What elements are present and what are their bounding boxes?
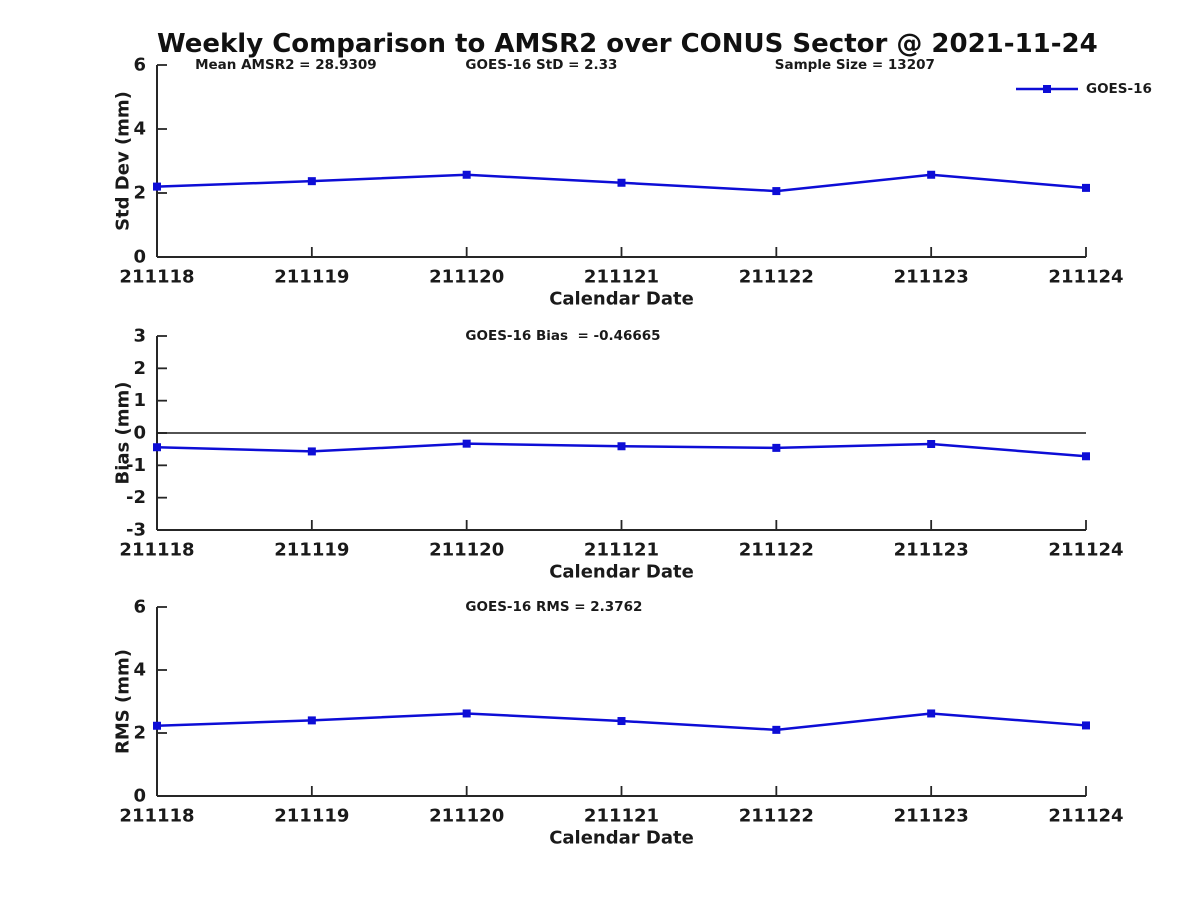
x-tick-label: 211124 <box>1048 267 1123 288</box>
y-tick-label: -2 <box>126 487 146 508</box>
chart-panel-rms: 0 2 4 6 211118 211119 211120 211121 211122 211123… <box>113 597 1124 849</box>
data-point-marker <box>462 170 471 179</box>
data-point-marker <box>927 439 936 448</box>
y-axis-title: Bias (mm) <box>113 382 134 485</box>
x-tick-label: 211119 <box>274 267 349 288</box>
x-tick-label: 211118 <box>119 806 194 827</box>
x-axis-title: Calendar Date <box>549 828 694 849</box>
y-tick-label: 6 <box>133 597 146 618</box>
y-tick-label: 3 <box>133 326 146 347</box>
y-tick-label: 0 <box>133 786 146 807</box>
x-tick-label: 211124 <box>1048 806 1123 827</box>
data-point-marker <box>462 439 471 448</box>
data-point-marker <box>1082 452 1090 461</box>
y-tick-label: -3 <box>126 520 146 541</box>
legend: GOES-16 <box>1016 81 1152 97</box>
x-tick-label: 211120 <box>429 540 504 561</box>
y-tick-label: -1 <box>126 455 146 476</box>
data-point-marker <box>153 721 161 730</box>
x-tick-label: 211118 <box>119 540 194 561</box>
x-tick-label: 211121 <box>584 540 659 561</box>
x-tick-label: 211121 <box>584 806 659 827</box>
data-point-marker <box>153 443 161 452</box>
y-tick-label: 0 <box>133 423 146 444</box>
x-tick-label: 211122 <box>739 267 814 288</box>
y-tick-label: 2 <box>133 358 146 379</box>
data-point-marker <box>307 716 316 725</box>
x-tick-label: 211124 <box>1048 540 1123 561</box>
x-tick-label: 211121 <box>584 267 659 288</box>
x-tick-label: 211122 <box>739 540 814 561</box>
annotation-text: GOES-16 Bias = -0.46665 <box>465 328 660 344</box>
y-axis-title: RMS (mm) <box>113 649 134 754</box>
data-point-marker <box>1082 183 1090 192</box>
x-tick-label: 211119 <box>274 806 349 827</box>
data-point-marker <box>927 709 936 718</box>
data-point-marker <box>927 170 936 179</box>
data-point-marker <box>617 442 626 451</box>
y-tick-label: 1 <box>133 390 146 411</box>
x-tick-label: 211122 <box>739 806 814 827</box>
figure-title: Weekly Comparison to AMSR2 over CONUS Se… <box>157 29 1098 59</box>
x-tick-label: 211120 <box>429 806 504 827</box>
y-tick-label: 0 <box>133 247 146 268</box>
x-axis-title: Calendar Date <box>549 289 694 310</box>
y-tick-label: 4 <box>133 660 146 681</box>
data-point-marker <box>617 717 626 726</box>
annotation-text: Mean AMSR2 = 28.9309 <box>195 57 377 73</box>
y-tick-label: 2 <box>133 723 146 744</box>
data-point-marker <box>153 182 161 191</box>
x-tick-label: 211123 <box>894 806 969 827</box>
data-point-marker <box>1082 721 1090 730</box>
x-tick-label: 211123 <box>894 267 969 288</box>
y-axis-title: Std Dev (mm) <box>113 91 134 231</box>
chart-panel-std-dev: 0 2 4 6 211118 211119 211120 211121 211122 211123… <box>113 55 1152 310</box>
x-tick-label: 211120 <box>429 267 504 288</box>
data-point-marker <box>307 177 316 186</box>
annotation-text: GOES-16 StD = 2.33 <box>465 57 617 73</box>
data-point-marker <box>307 447 316 456</box>
annotation-text: Sample Size = 13207 <box>775 57 935 73</box>
y-tick-label: 2 <box>133 183 146 204</box>
data-point-marker <box>772 725 781 734</box>
data-point-marker <box>772 187 781 196</box>
data-point-marker <box>617 178 626 187</box>
legend-marker <box>1043 85 1051 93</box>
x-tick-label: 211118 <box>119 267 194 288</box>
data-point-marker <box>462 709 471 718</box>
data-point-marker <box>772 443 781 452</box>
y-tick-label: 4 <box>133 119 146 140</box>
x-tick-label: 211123 <box>894 540 969 561</box>
legend-label: GOES-16 <box>1086 81 1152 97</box>
annotation-text: GOES-16 RMS = 2.3762 <box>465 599 642 615</box>
x-tick-label: 211119 <box>274 540 349 561</box>
y-tick-label: 6 <box>133 55 146 76</box>
x-axis-title: Calendar Date <box>549 562 694 583</box>
